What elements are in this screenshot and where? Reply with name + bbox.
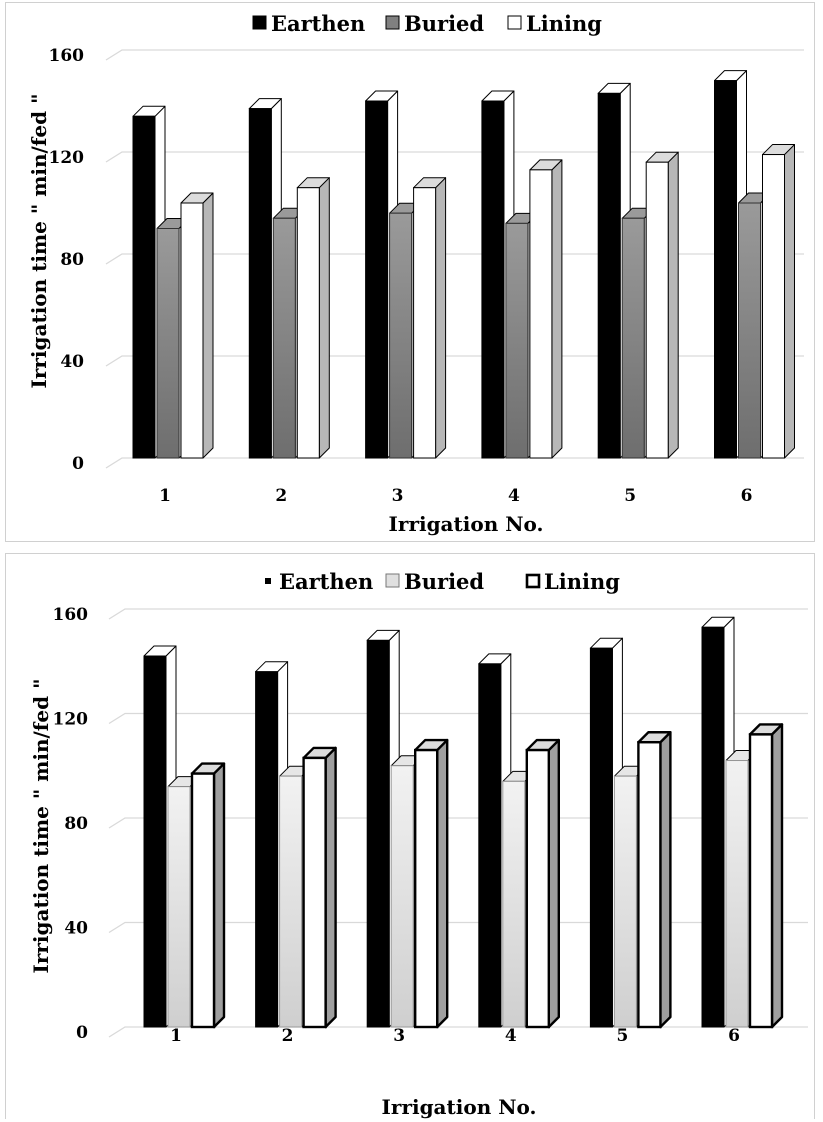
legend-item-buried: Buried xyxy=(385,569,484,594)
y-tick-label: 120 xyxy=(49,148,85,168)
y-tick-label: 80 xyxy=(60,250,84,270)
gridline xyxy=(105,151,804,163)
bar-lining-1 xyxy=(180,192,214,459)
legend-swatch xyxy=(385,15,400,30)
y-tick-label: 160 xyxy=(49,46,85,66)
legend-item-earthen: Earthen xyxy=(252,11,365,36)
legend-swatch xyxy=(265,578,271,584)
chart-panel-2: 0 40 80 120 160 1 2 3 4 5 6 Earthen Buried Lining Ir… xyxy=(5,553,815,1119)
gridline xyxy=(105,253,804,265)
gridline xyxy=(108,817,808,829)
bar-lining-4 xyxy=(529,159,563,459)
bar-lining-1 xyxy=(190,762,226,1029)
legend-swatch xyxy=(385,573,400,588)
bar-lining-5 xyxy=(637,731,672,1029)
x-tick-label: 6 xyxy=(728,1026,740,1046)
gridline xyxy=(108,921,808,934)
gridline xyxy=(105,49,804,61)
y-tick-label: 0 xyxy=(76,1023,88,1043)
legend-swatch xyxy=(507,15,522,30)
bar-lining-3 xyxy=(413,177,447,459)
y-tick-label: 0 xyxy=(72,454,84,474)
chart-1-svg: 0 40 80 120 160 1 2 3 4 5 6 Earthen Buried Lining Ir… xyxy=(27,11,804,536)
legend-item-earthen: Earthen xyxy=(265,569,373,594)
bar-lining-5 xyxy=(645,151,679,459)
bar-lining-2 xyxy=(296,177,330,459)
x-tick-label: 4 xyxy=(508,486,520,506)
legend-item-lining: Lining xyxy=(525,569,620,594)
x-axis-title: Irrigation No. xyxy=(382,1095,537,1119)
y-axis-title: Irrigation time " min/fed " xyxy=(27,93,51,388)
y-tick-label: 160 xyxy=(53,605,89,625)
x-tick-label: 1 xyxy=(170,1026,182,1046)
legend-swatch xyxy=(252,15,267,30)
bar-lining-6 xyxy=(748,723,784,1029)
gridline xyxy=(108,712,808,725)
legend-label: Earthen xyxy=(271,11,365,36)
gridline xyxy=(108,608,808,620)
gridline xyxy=(105,457,804,469)
y-tick-label: 120 xyxy=(53,710,89,730)
legend-swatch xyxy=(525,573,541,589)
legend-label: Earthen xyxy=(279,569,373,594)
chart-2-svg: 0 40 80 120 160 1 2 3 4 5 6 Earthen Buried Lining Ir… xyxy=(29,569,808,1119)
bar-lining-3 xyxy=(414,738,449,1029)
legend-label: Lining xyxy=(544,569,620,594)
x-tick-label: 6 xyxy=(741,486,753,506)
y-tick-label: 40 xyxy=(64,919,88,939)
x-tick-label: 2 xyxy=(282,1026,294,1046)
x-axis-title: Irrigation No. xyxy=(389,512,544,536)
gridline xyxy=(105,355,804,367)
bar-lining-2 xyxy=(302,746,337,1029)
x-tick-label: 3 xyxy=(393,1026,405,1046)
x-tick-label: 3 xyxy=(392,486,404,506)
x-tick-label: 5 xyxy=(616,1026,628,1046)
gridline xyxy=(108,1026,808,1038)
x-tick-label: 4 xyxy=(505,1026,517,1046)
legend-item-buried: Buried xyxy=(385,11,484,36)
legend-label: Buried xyxy=(404,11,484,36)
bar-lining-6 xyxy=(762,144,795,459)
chart-panel-1: 0 40 80 120 160 1 2 3 4 5 6 Earthen Buried Lining Ir… xyxy=(5,2,815,542)
x-tick-label: 2 xyxy=(275,486,287,506)
y-tick-label: 80 xyxy=(64,814,88,834)
bar-lining-4 xyxy=(525,738,560,1029)
legend-label: Buried xyxy=(404,569,484,594)
x-tick-label: 1 xyxy=(159,486,171,506)
x-tick-label: 5 xyxy=(624,486,636,506)
y-tick-label: 40 xyxy=(60,352,84,372)
y-axis-title: Irrigation time " min/fed " xyxy=(29,678,53,973)
legend-label: Lining xyxy=(526,11,602,36)
legend-item-lining: Lining xyxy=(507,11,602,36)
